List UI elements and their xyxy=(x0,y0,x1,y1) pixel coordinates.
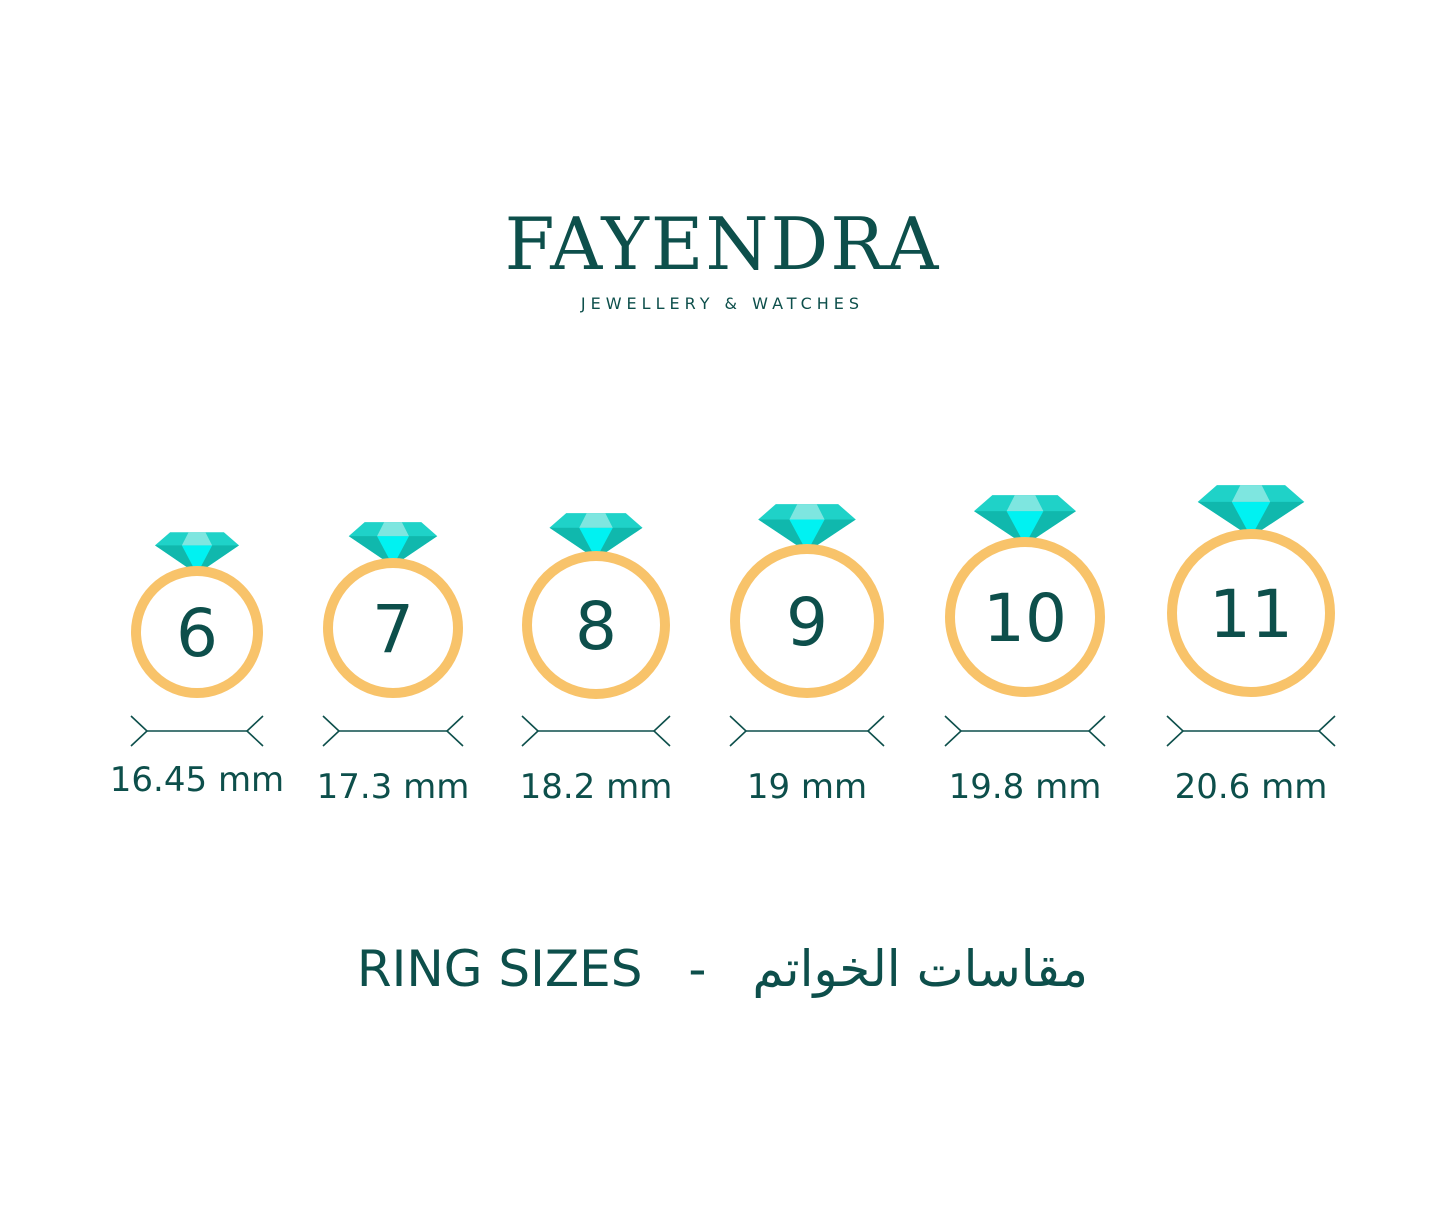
diamond-icon xyxy=(348,522,438,566)
footer-title: RING SIZES - مقاسات الخواتم xyxy=(0,940,1445,998)
gem-facet xyxy=(596,527,643,559)
diameter-label: 20.6 mm xyxy=(1174,767,1328,807)
gem-facet xyxy=(348,536,393,566)
gem-facet xyxy=(1006,511,1044,545)
gem-facet xyxy=(789,504,825,520)
gem-facet xyxy=(579,513,613,528)
diameter-label: 17.3 mm xyxy=(316,767,470,807)
ring-size-number: 6 xyxy=(176,595,218,672)
gem-facet xyxy=(807,519,856,552)
arrow-right xyxy=(866,715,885,747)
arrow-right xyxy=(1317,715,1336,747)
ring-band xyxy=(323,558,463,698)
gem-facet xyxy=(579,527,613,559)
ring-size-number: 10 xyxy=(983,580,1067,657)
gem-facet xyxy=(181,545,213,574)
brand-name: FAYENDRA xyxy=(504,202,941,286)
ring-size-number: 8 xyxy=(575,588,617,665)
diameter-label: 16.45 mm xyxy=(109,760,285,800)
arrow-right xyxy=(652,715,671,747)
arrow-left xyxy=(729,715,748,747)
diameter-label: 19.8 mm xyxy=(948,767,1102,807)
gem-facet xyxy=(1231,485,1271,502)
brand-tagline: JEWELLERY & WATCHES xyxy=(580,294,865,313)
measure-arrow-icon xyxy=(729,715,885,747)
gem-facet xyxy=(789,519,825,552)
gem-facet xyxy=(1006,495,1044,512)
ring-size-number: 9 xyxy=(786,584,828,661)
measure-arrow-icon xyxy=(1166,715,1336,747)
diamond-icon xyxy=(974,495,1076,545)
ring-size-8: 8 xyxy=(521,513,671,747)
title-english: RING SIZES xyxy=(356,940,643,998)
arrow-left xyxy=(944,715,963,747)
gem-facet xyxy=(393,536,438,566)
ring-size-number: 7 xyxy=(372,591,414,668)
gem-facet xyxy=(377,522,409,537)
arrow-left xyxy=(322,715,341,747)
arrow-left xyxy=(130,715,149,747)
arrow-right xyxy=(1087,715,1106,747)
ring-band xyxy=(1167,529,1335,697)
measure-arrow-icon xyxy=(521,715,671,747)
measure-arrow-icon xyxy=(944,715,1106,747)
ring-size-6: 6 xyxy=(130,532,264,747)
ring-band xyxy=(730,544,884,698)
diameter-label: 19 mm xyxy=(746,767,868,807)
measure-arrow-icon xyxy=(322,715,464,747)
ring-band xyxy=(522,551,670,699)
title-arabic: مقاسات الخواتم xyxy=(752,940,1089,998)
gem-facet xyxy=(1231,501,1271,537)
measure-arrow-icon xyxy=(130,715,264,747)
gem-facet xyxy=(549,527,596,559)
ring-size-7: 7 xyxy=(322,522,464,747)
ring-size-9: 9 xyxy=(729,504,885,747)
ring-size-number: 11 xyxy=(1209,576,1293,653)
arrow-right xyxy=(245,715,264,747)
gem-facet xyxy=(1251,501,1305,537)
diamond-icon xyxy=(758,504,856,552)
arrow-left xyxy=(521,715,540,747)
ring-size-11: 11 xyxy=(1166,485,1336,747)
gem-facet xyxy=(181,532,213,546)
gem-facet xyxy=(1197,501,1251,537)
arrow-right xyxy=(445,715,464,747)
ring-size-10: 10 xyxy=(944,495,1106,747)
gem-facet xyxy=(377,536,409,566)
title-separator: - xyxy=(688,940,707,998)
diamond-icon xyxy=(1197,485,1305,537)
diameter-label: 18.2 mm xyxy=(519,767,673,807)
ring-band xyxy=(131,566,263,698)
diamond-icon xyxy=(549,513,643,559)
gem-facet xyxy=(758,519,807,552)
ring-band xyxy=(945,537,1105,697)
arrow-left xyxy=(1166,715,1185,747)
